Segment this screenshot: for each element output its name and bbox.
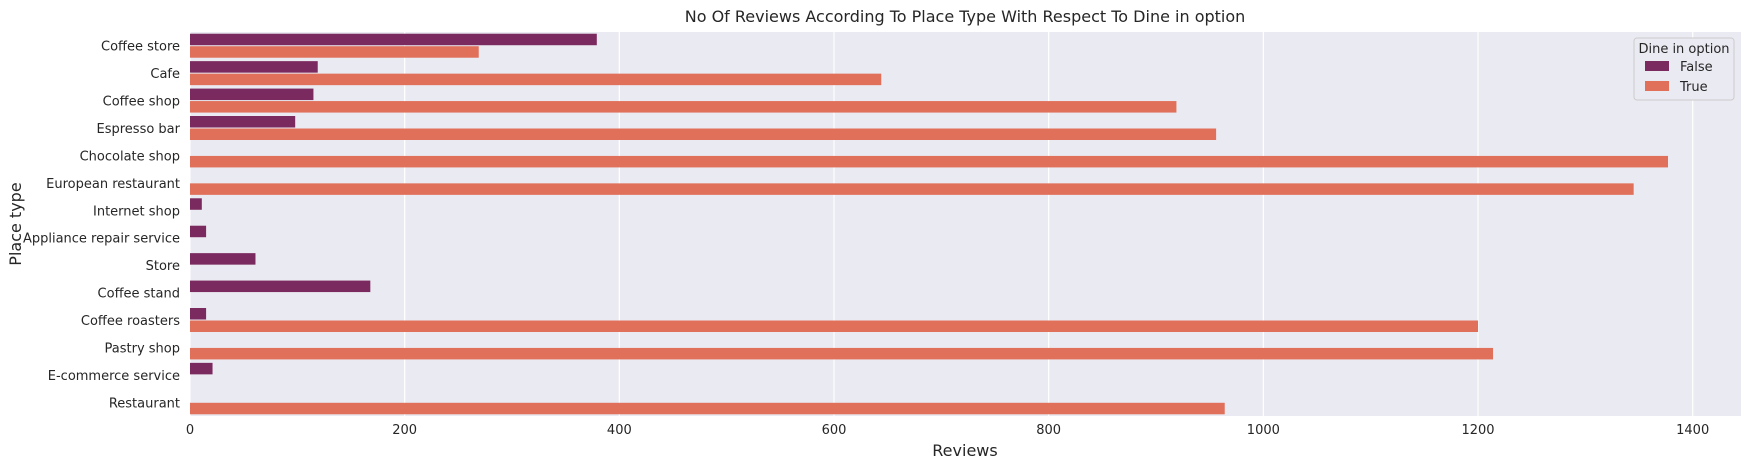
y-tick-label: Coffee stand — [98, 287, 180, 302]
bar-false — [190, 280, 371, 293]
bar-true — [190, 347, 1494, 360]
y-tick-label: E-commerce service — [48, 369, 180, 384]
bar-true — [190, 128, 1217, 140]
y-tick-label: Chocolate shop — [80, 149, 180, 164]
x-axis-label: Reviews — [932, 441, 997, 460]
bar-false — [190, 33, 597, 46]
bar-true — [190, 402, 1225, 415]
y-tick-label: European restaurant — [46, 177, 180, 192]
x-tick-label: 400 — [607, 423, 632, 438]
bar-false — [190, 225, 207, 238]
bar-true — [190, 320, 1479, 332]
x-tick-label: 800 — [1036, 423, 1061, 438]
y-axis-label: Place type — [6, 182, 25, 265]
bar-true — [190, 46, 479, 58]
legend-label-false: False — [1680, 60, 1713, 75]
y-tick-labels: Coffee store Cafe Coffee shop Espresso bar C… — [23, 40, 181, 412]
bar-false — [190, 116, 296, 128]
legend-swatch-false — [1645, 61, 1669, 71]
bar-false — [190, 88, 314, 101]
bar-true — [190, 101, 1177, 113]
y-tick-label: Coffee roasters — [81, 314, 180, 329]
bar-true — [190, 73, 882, 86]
bar-true — [190, 155, 1669, 168]
chart-title: No Of Reviews According To Place Type Wi… — [685, 7, 1246, 26]
y-tick-label: Cafe — [150, 67, 180, 82]
bar-false — [190, 61, 318, 73]
y-tick-label: Pastry shop — [105, 341, 180, 356]
y-tick-label: Espresso bar — [97, 122, 181, 137]
x-tick-label: 1400 — [1676, 423, 1709, 438]
bars — [190, 33, 1669, 415]
x-tick-label: 200 — [392, 423, 417, 438]
y-tick-label: Coffee store — [101, 40, 180, 55]
legend-title: Dine in option — [1638, 42, 1729, 57]
x-tick-label: 600 — [822, 423, 847, 438]
x-tick-labels: 0 200 400 600 800 1000 1200 1400 — [186, 423, 1709, 438]
x-tick-label: 1200 — [1461, 423, 1494, 438]
y-tick-label: Store — [146, 259, 180, 274]
x-tick-label: 1000 — [1247, 423, 1280, 438]
y-tick-label: Internet shop — [93, 204, 180, 219]
y-tick-label: Coffee shop — [103, 95, 180, 110]
y-tick-label: Appliance repair service — [23, 232, 180, 247]
y-tick-label: Restaurant — [109, 396, 180, 411]
bar-false — [190, 253, 256, 265]
legend-label-true: True — [1679, 80, 1708, 95]
bar-false — [190, 362, 213, 375]
bar-false — [190, 198, 202, 210]
bar-false — [190, 308, 207, 320]
bar-true — [190, 183, 1634, 195]
legend: Dine in option False True — [1633, 37, 1735, 101]
legend-swatch-true — [1645, 81, 1669, 91]
x-tick-label: 0 — [186, 423, 194, 438]
